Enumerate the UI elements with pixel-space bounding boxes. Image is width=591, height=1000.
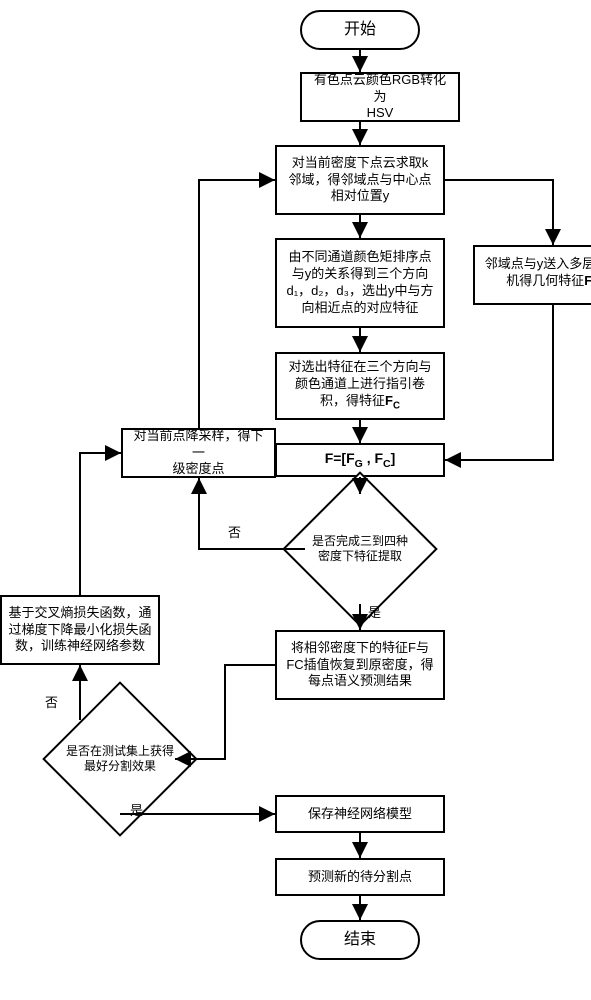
- label-density-no: 否: [228, 522, 241, 541]
- kneigh-node: 对当前密度下点云求取k邻域，得邻域点与中心点相对位置y: [275, 145, 445, 215]
- label-best-no: 否: [45, 692, 58, 711]
- dec-density-node: 是否完成三到四种密度下特征提取: [305, 494, 415, 604]
- train-node: 基于交叉熵损失函数，通过梯度下降最小化损失函数，训练神经网络参数: [0, 595, 160, 665]
- end-node: 结束: [300, 920, 420, 960]
- dec-best-node: 是否在测试集上获得最好分割效果: [65, 704, 175, 814]
- downsample-node: 对当前点降采样，得下一级密度点: [121, 428, 276, 478]
- idxconv-text: 对选出特征在三个方向与颜色通道上进行指引卷积，得特征FC: [288, 359, 431, 413]
- predict-node: 预测新的待分割点: [275, 858, 445, 896]
- interp-node: 将相邻密度下的特征F与FC插值恢复到原密度，得每点语义预测结果: [275, 630, 445, 700]
- rgb2hsv-node: 有色点云颜色RGB转化为HSV: [300, 72, 460, 122]
- dirs-node: 由不同通道颜色矩排序点与y的关系得到三个方向d₁，d₂，d₃，选出y中与方向相近…: [275, 238, 445, 328]
- start-node: 开始: [300, 10, 420, 50]
- save-node: 保存神经网络模型: [275, 795, 445, 833]
- label-density-yes: 是: [368, 602, 381, 621]
- label-best-yes: 是: [130, 800, 143, 819]
- concat-text: F=[FG , FC]: [325, 449, 396, 471]
- mlp-node: 邻域点与y送入多层感知机得几何特征FG: [473, 245, 591, 305]
- idxconv-node: 对选出特征在三个方向与颜色通道上进行指引卷积，得特征FC: [275, 352, 445, 420]
- mlp-text: 邻域点与y送入多层感知机得几何特征FG: [485, 256, 591, 293]
